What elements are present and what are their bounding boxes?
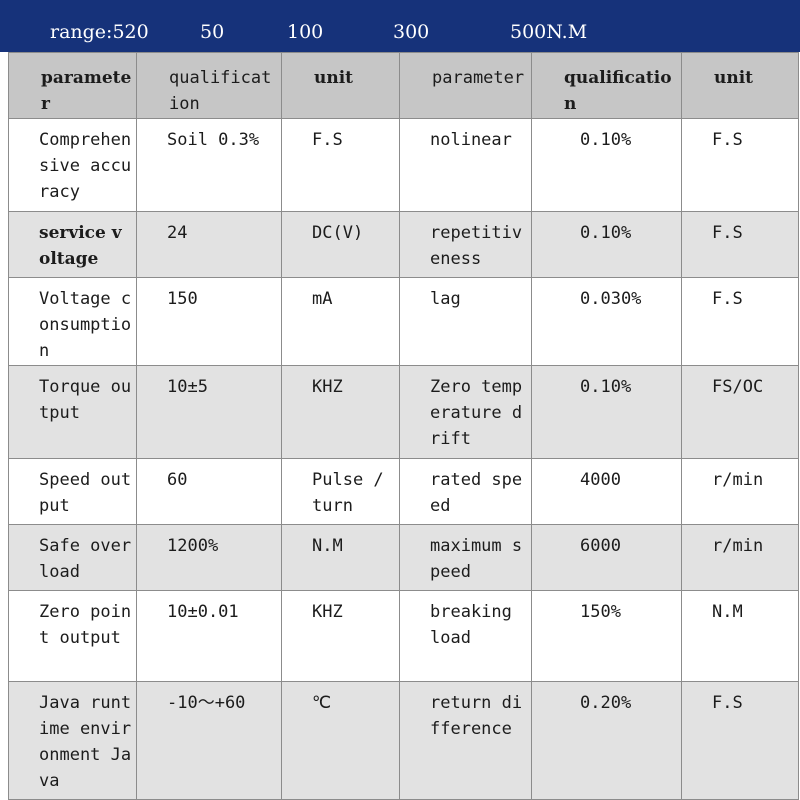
header-unit: unit <box>281 52 400 119</box>
parameter-cell: nolinear <box>399 118 532 212</box>
unit-cell: F.S <box>281 118 400 212</box>
unit-cell: N.M <box>281 524 400 591</box>
range-value: 50 <box>200 21 225 43</box>
unit-cell: DC(V) <box>281 211 400 278</box>
parameter-cell: rated speed <box>399 458 532 525</box>
parameter-cell: Zero temperature drift <box>399 365 532 459</box>
header-parameter: parameter <box>399 52 532 119</box>
qualification-cell: 6000 <box>531 524 682 591</box>
header-qualification: qualification <box>531 52 682 119</box>
qualification-cell: 0.10% <box>531 365 682 459</box>
range-label: range:520 <box>50 21 149 43</box>
table-row: Voltage consumption 150 mA lag 0.030% F.… <box>8 277 799 366</box>
qualification-cell: 4000 <box>531 458 682 525</box>
unit-cell: FS/OC <box>681 365 799 459</box>
qualification-cell: 60 <box>136 458 282 525</box>
unit-cell: mA <box>281 277 400 366</box>
table-row: Speed output 60 Pulse / turn rated speed… <box>8 458 799 525</box>
qualification-cell: 0.20% <box>531 681 682 800</box>
qualification-cell: 0.10% <box>531 118 682 212</box>
parameter-cell: Zero point output <box>8 590 137 682</box>
parameter-cell: Safe overload <box>8 524 137 591</box>
qualification-cell: -10～+60 <box>136 681 282 800</box>
qualification-cell: 150% <box>531 590 682 682</box>
unit-cell: F.S <box>681 118 799 212</box>
qualification-cell: 24 <box>136 211 282 278</box>
table-header-row: parameter qualification unit parameter q… <box>8 52 799 119</box>
unit-cell: F.S <box>681 681 799 800</box>
qualification-cell: 10±0.01 <box>136 590 282 682</box>
range-value: 300 <box>393 21 430 43</box>
parameter-cell: repetitiveness <box>399 211 532 278</box>
table-row: Comprehensive accuracy Soil 0.3% F.S nol… <box>8 118 799 212</box>
spec-table: parameter qualification unit parameter q… <box>8 52 799 800</box>
qualification-cell: 10±5 <box>136 365 282 459</box>
unit-cell: F.S <box>681 211 799 278</box>
parameter-cell: maximum speed <box>399 524 532 591</box>
table-row: Zero point output 10±0.01 KHZ breaking l… <box>8 590 799 682</box>
unit-cell: KHZ <box>281 590 400 682</box>
range-value: 500N.M <box>510 21 588 43</box>
qualification-cell: 150 <box>136 277 282 366</box>
parameter-cell: Torque output <box>8 365 137 459</box>
range-value: 100 <box>287 21 324 43</box>
table-row: Safe overload 1200% N.M maximum speed 60… <box>8 524 799 591</box>
parameter-cell: breaking load <box>399 590 532 682</box>
parameter-cell: lag <box>399 277 532 366</box>
unit-cell: r/min <box>681 524 799 591</box>
unit-cell: Pulse / turn <box>281 458 400 525</box>
header-parameter: parameter <box>8 52 137 119</box>
parameter-cell: Comprehensive accuracy <box>8 118 137 212</box>
qualification-cell: 0.030% <box>531 277 682 366</box>
parameter-cell: Speed output <box>8 458 137 525</box>
unit-cell: F.S <box>681 277 799 366</box>
qualification-cell: Soil 0.3% <box>136 118 282 212</box>
header-unit: unit <box>681 52 799 119</box>
parameter-cell: Voltage consumption <box>8 277 137 366</box>
unit-cell: N.M <box>681 590 799 682</box>
unit-cell: ℃ <box>281 681 400 800</box>
parameter-cell: return difference <box>399 681 532 800</box>
header-qualification: qualification <box>136 52 282 119</box>
parameter-cell: Java runtime environment Java <box>8 681 137 800</box>
parameter-cell: service voltage <box>8 211 137 278</box>
unit-cell: r/min <box>681 458 799 525</box>
unit-cell: KHZ <box>281 365 400 459</box>
table-row: Java runtime environment Java -10～+60 ℃ … <box>8 681 799 800</box>
range-banner: range:520 50 100 300 500N.M <box>0 0 800 52</box>
qualification-cell: 1200% <box>136 524 282 591</box>
qualification-cell: 0.10% <box>531 211 682 278</box>
table-row: Torque output 10±5 KHZ Zero temperature … <box>8 365 799 459</box>
table-row: service voltage 24 DC(V) repetitiveness … <box>8 211 799 278</box>
